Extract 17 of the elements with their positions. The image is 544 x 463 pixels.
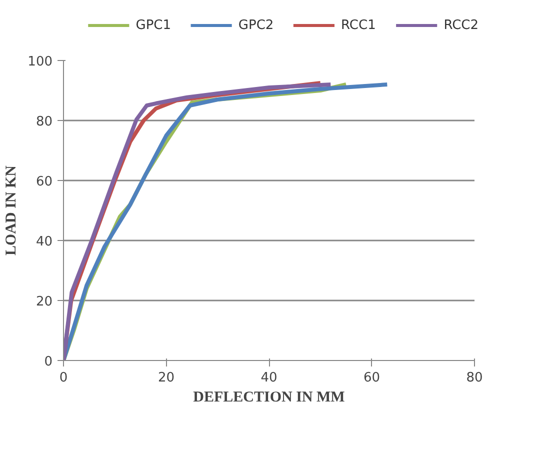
y-tick-label: 100 bbox=[28, 54, 53, 70]
legend-label: GPC2 bbox=[238, 18, 274, 33]
y-tick-label: 40 bbox=[36, 234, 53, 250]
x-axis-title: DEFLECTION IN MM bbox=[193, 390, 345, 406]
legend-label: GPC1 bbox=[136, 18, 172, 33]
legend-label: RCC1 bbox=[341, 18, 376, 33]
y-tick-label: 80 bbox=[36, 114, 53, 130]
x-tick-label: 60 bbox=[363, 370, 380, 386]
x-tick-label: 40 bbox=[260, 370, 278, 386]
y-axis-title: LOAD IN KN bbox=[4, 165, 20, 256]
y-tick-label: 0 bbox=[44, 354, 53, 370]
x-tick-label: 20 bbox=[158, 370, 175, 386]
x-tick-label: 80 bbox=[466, 370, 483, 386]
y-tick-label: 60 bbox=[36, 174, 53, 190]
legend-label: RCC2 bbox=[444, 18, 479, 33]
x-tick-label: 0 bbox=[59, 370, 68, 386]
y-tick-label: 20 bbox=[36, 294, 53, 310]
